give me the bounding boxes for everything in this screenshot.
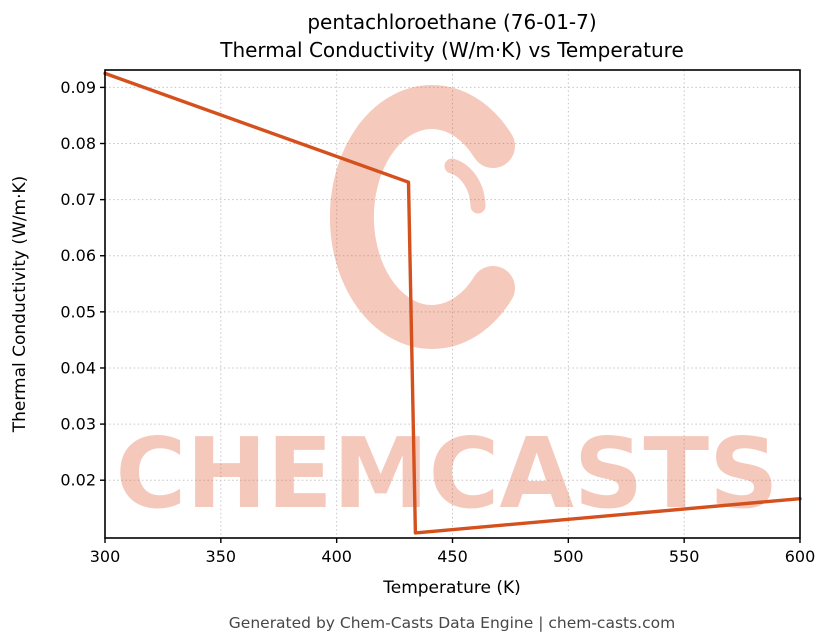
x-tick-label: 400 bbox=[321, 547, 352, 566]
x-tick-label: 350 bbox=[206, 547, 237, 566]
watermark-text: CHEMCASTS bbox=[116, 417, 779, 530]
conductivity-line bbox=[103, 71, 802, 535]
x-axis-label: Temperature (K) bbox=[382, 578, 521, 598]
gridlines bbox=[104, 70, 801, 538]
y-tick-label: 0.03 bbox=[60, 415, 96, 434]
y-axis-label: Thermal Conductivity (W/m·K) bbox=[10, 176, 30, 434]
x-tick-label: 450 bbox=[437, 547, 468, 566]
chart-title-line1: pentachloroethane (76-01-7) bbox=[307, 10, 596, 34]
x-tick-label: 600 bbox=[785, 547, 816, 566]
y-tick-label: 0.05 bbox=[60, 302, 96, 321]
chemcasts-logo-icon bbox=[329, 85, 515, 349]
x-tick-label: 300 bbox=[90, 547, 121, 566]
footer-text: Generated by Chem-Casts Data Engine | ch… bbox=[229, 614, 675, 632]
y-tick-label: 0.09 bbox=[60, 78, 96, 97]
y-tick-label: 0.07 bbox=[60, 190, 96, 209]
axis-ticks bbox=[100, 86, 801, 543]
plot-border bbox=[104, 69, 801, 539]
watermark: CHEMCASTS bbox=[116, 85, 779, 530]
chemcasts-logo-swirl-icon bbox=[444, 158, 486, 214]
tick-labels: 300 350 400 450 500 550 600 0.02 0.03 0.04 0.05 0.0… bbox=[60, 78, 815, 566]
y-tick-label: 0.02 bbox=[60, 471, 96, 490]
x-tick-label: 550 bbox=[669, 547, 700, 566]
chart-title-line2: Thermal Conductivity (W/m·K) vs Temperat… bbox=[219, 38, 684, 62]
y-tick-label: 0.08 bbox=[60, 134, 96, 153]
y-tick-label: 0.04 bbox=[60, 358, 96, 377]
x-tick-label: 500 bbox=[553, 547, 584, 566]
y-tick-label: 0.06 bbox=[60, 246, 96, 265]
